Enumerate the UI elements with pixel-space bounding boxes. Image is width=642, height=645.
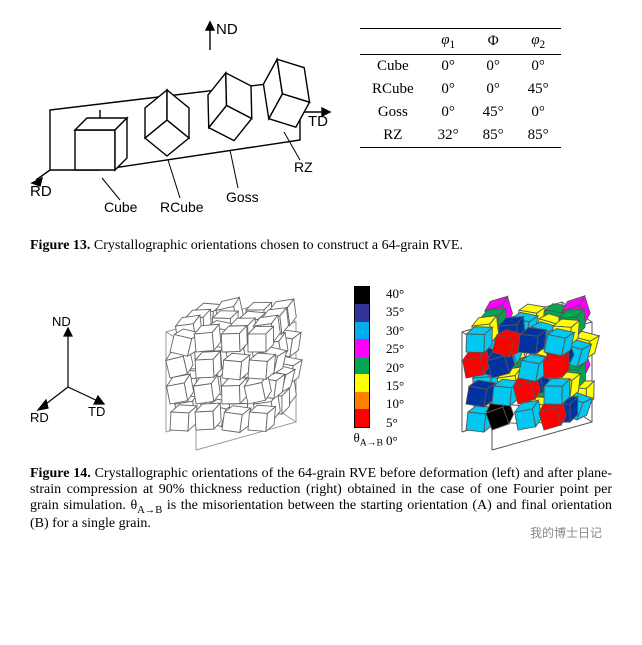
axis-rd: RD	[30, 183, 52, 200]
colorbar-segment	[355, 392, 369, 410]
colorbar-segment	[355, 339, 369, 357]
table-cell: 32°	[426, 124, 471, 148]
figure14-caption: Figure 14. Crystallographic orientations…	[30, 466, 612, 532]
table-cell: 0°	[426, 78, 471, 101]
table-row: Goss0°45°0°	[360, 101, 561, 124]
colorbar-segment	[355, 357, 369, 375]
figure13-caption: Figure 13. Crystallographic orientations…	[30, 238, 612, 254]
axis-td: TD	[308, 113, 328, 130]
colorbar-tick: 5°	[386, 416, 404, 429]
colorbar-segment	[355, 304, 369, 322]
colorbar-segment	[355, 409, 369, 427]
table-cell: 0°	[471, 55, 516, 79]
figure14-row: ND TD RD θA→B 40° 35° 30° 25° 20° 15° 10° 5° 0°	[30, 282, 612, 452]
watermark: 我的博士日记	[30, 524, 602, 541]
label-goss: Goss	[226, 189, 259, 205]
table-cell: Goss	[360, 101, 426, 124]
table-cell: 0°	[471, 78, 516, 101]
table-cell: RCube	[360, 78, 426, 101]
table-cell: 0°	[426, 55, 471, 79]
table-row: RZ32°85°85°	[360, 124, 561, 148]
table-row: RCube0°0°45°	[360, 78, 561, 101]
fig13-diagram: ND TD RD Cube RCube Goss RZ	[30, 20, 340, 220]
figure13-row: ND TD RD Cube RCube Goss RZ φ1 Φ φ2 Cube…	[30, 20, 612, 220]
th-phi1: φ1	[426, 29, 471, 55]
label-rz: RZ	[294, 159, 313, 175]
table-cell: 0°	[426, 101, 471, 124]
colorbar-segment	[355, 322, 369, 340]
fig14-right-rve	[442, 282, 612, 452]
colorbar-below-label: θA→B	[354, 430, 384, 449]
fig14-colorbar: θA→B 40° 35° 30° 25° 20° 15° 10° 5° 0°	[354, 286, 405, 449]
table-cell: 45°	[516, 78, 561, 101]
colorbar-tick: 35°	[386, 305, 404, 318]
colorbar-tick: 20°	[386, 361, 404, 374]
fig14-axes: ND TD RD	[30, 292, 108, 442]
colorbar-tick: 10°	[386, 397, 404, 410]
table-cell: Cube	[360, 55, 426, 79]
table-cell: 0°	[516, 55, 561, 79]
table-row: Cube0°0°0°	[360, 55, 561, 79]
table-cell: 85°	[516, 124, 561, 148]
colorbar-tick: 15°	[386, 379, 404, 392]
colorbar-tick: 25°	[386, 342, 404, 355]
colorbar-ticks: 40° 35° 30° 25° 20° 15° 10° 5° 0°	[386, 287, 404, 447]
euler-angle-table: φ1 Φ φ2 Cube0°0°0°RCube0°0°45°Goss0°45°0…	[360, 28, 561, 148]
axis14-td: TD	[88, 404, 105, 419]
colorbar-tick: 40°	[386, 287, 404, 300]
axis14-nd: ND	[52, 314, 71, 329]
colorbar-segment	[355, 374, 369, 392]
table-cell: RZ	[360, 124, 426, 148]
fig13-svg: ND TD RD Cube RCube Goss RZ	[30, 20, 340, 215]
axis-nd: ND	[216, 21, 238, 38]
fig14-left-rve	[146, 282, 316, 452]
table-cell: 0°	[516, 101, 561, 124]
colorbar-tick: 0°	[386, 434, 404, 447]
colorbar-tick: 30°	[386, 324, 404, 337]
th-blank	[360, 29, 426, 55]
colorbar-segment	[355, 287, 369, 305]
label-rcube: RCube	[160, 199, 204, 215]
th-phi2: φ2	[516, 29, 561, 55]
axis14-rd: RD	[30, 410, 49, 425]
table-cell: 45°	[471, 101, 516, 124]
table-cell: 85°	[471, 124, 516, 148]
label-cube: Cube	[104, 199, 138, 215]
th-Phi: Φ	[471, 29, 516, 55]
